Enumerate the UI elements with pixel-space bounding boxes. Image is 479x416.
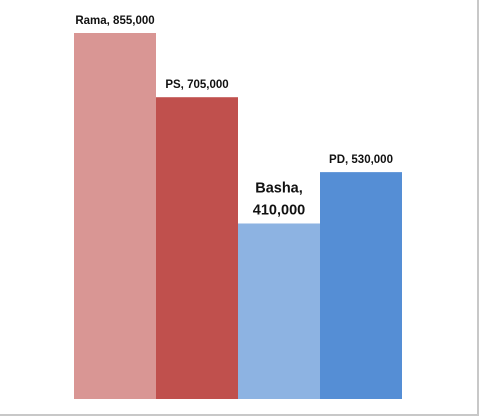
bar-pd	[320, 172, 402, 399]
data-label-basha-line-2: 410,000	[253, 202, 305, 218]
bars-group	[74, 33, 402, 400]
bar-rama	[74, 33, 156, 399]
bar-basha	[238, 223, 320, 399]
data-labels-group: Rama, 855,000 PS, 705,000 Basha, 410,000 PD,…	[75, 15, 393, 218]
data-label-basha-line-1: Basha,	[255, 180, 303, 196]
bar-ps	[156, 97, 238, 400]
data-label-pd: PD, 530,000	[329, 154, 393, 166]
data-label-rama: Rama, 855,000	[75, 15, 154, 27]
data-label-ps: PS, 705,000	[165, 79, 228, 91]
